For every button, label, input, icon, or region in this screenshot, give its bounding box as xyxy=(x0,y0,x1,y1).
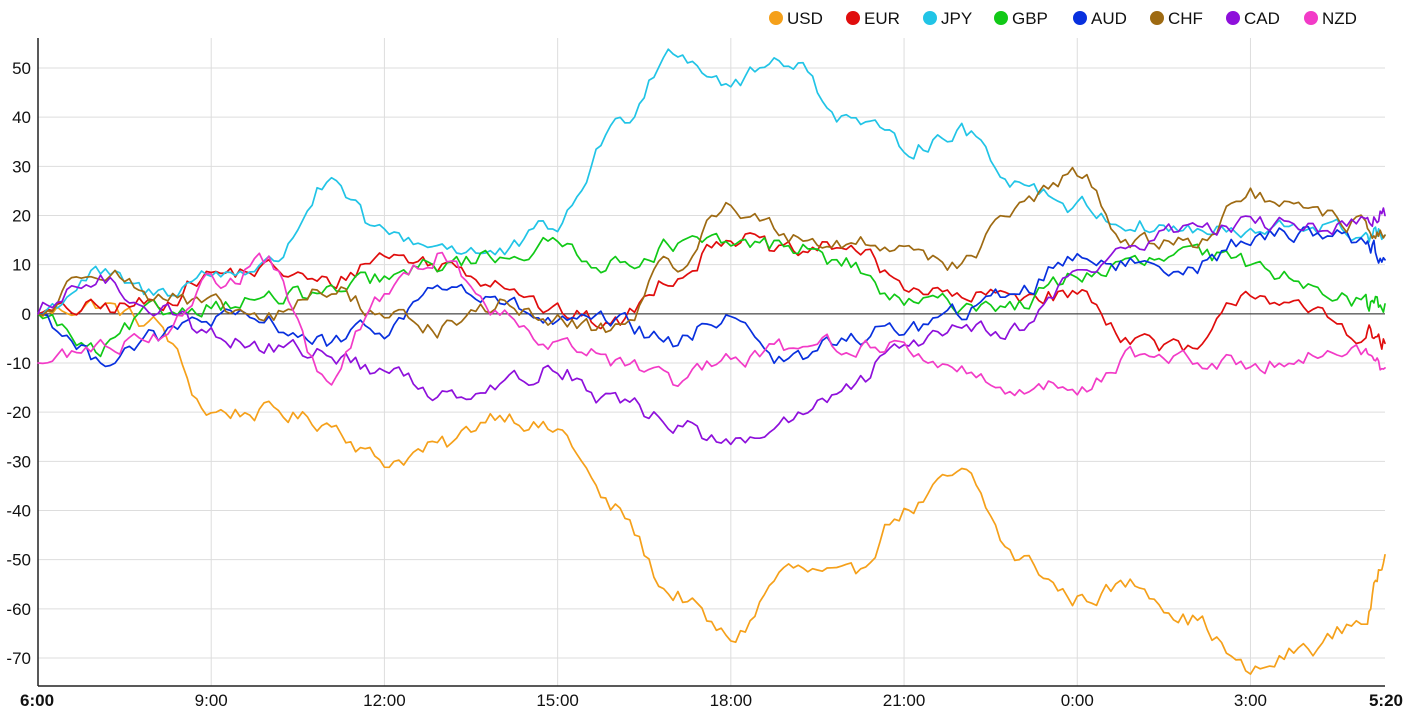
series-line-chf xyxy=(37,166,1386,339)
legend-marker xyxy=(994,11,1008,25)
x-tick-label: 12:00 xyxy=(363,691,406,710)
series-line-gbp xyxy=(37,232,1386,358)
series-line-usd xyxy=(37,298,1386,675)
y-tick-label: 30 xyxy=(12,157,31,176)
legend-label: GBP xyxy=(1012,9,1048,28)
legend-marker xyxy=(1304,11,1318,25)
legend-label: JPY xyxy=(941,9,972,28)
y-tick-label: 40 xyxy=(12,108,31,127)
legend-marker xyxy=(1150,11,1164,25)
x-tick-label: 0:00 xyxy=(1061,691,1094,710)
legend-marker xyxy=(1226,11,1240,25)
y-tick-label: 20 xyxy=(12,207,31,226)
y-tick-label: -20 xyxy=(6,403,31,422)
legend-marker xyxy=(769,11,783,25)
x-tick-label: 9:00 xyxy=(195,691,228,710)
y-tick-label: -70 xyxy=(6,649,31,668)
legend-item-usd[interactable]: USD xyxy=(769,9,823,28)
legend-label: CHF xyxy=(1168,9,1203,28)
legend-marker xyxy=(846,11,860,25)
series-layer xyxy=(37,48,1386,675)
legend-item-chf[interactable]: CHF xyxy=(1150,9,1203,28)
series-line-cad xyxy=(37,207,1386,446)
legend-item-gbp[interactable]: GBP xyxy=(994,9,1048,28)
y-tick-label: -40 xyxy=(6,502,31,521)
x-tick-label: 6:00 xyxy=(20,691,54,710)
x-tick-label: 15:00 xyxy=(536,691,579,710)
grid-layer xyxy=(38,38,1385,686)
y-tick-label: 0 xyxy=(22,305,31,324)
y-tick-label: 10 xyxy=(12,256,31,275)
legend-item-eur[interactable]: EUR xyxy=(846,9,900,28)
legend-label: USD xyxy=(787,9,823,28)
x-tick-label: 18:00 xyxy=(710,691,753,710)
legend-item-aud[interactable]: AUD xyxy=(1073,9,1127,28)
legend-item-jpy[interactable]: JPY xyxy=(923,9,972,28)
y-tick-label: -30 xyxy=(6,452,31,471)
legend-item-nzd[interactable]: NZD xyxy=(1304,9,1357,28)
legend-item-cad[interactable]: CAD xyxy=(1226,9,1280,28)
legend-label: AUD xyxy=(1091,9,1127,28)
legend-marker xyxy=(1073,11,1087,25)
series-line-eur xyxy=(37,232,1386,352)
y-tick-label: -50 xyxy=(6,551,31,570)
series-line-nzd xyxy=(37,251,1386,397)
legend-marker xyxy=(923,11,937,25)
legend-label: NZD xyxy=(1322,9,1357,28)
y-tick-label: -10 xyxy=(6,354,31,373)
legend-label: EUR xyxy=(864,9,900,28)
y-tick-label: 50 xyxy=(12,59,31,78)
legend-label: CAD xyxy=(1244,9,1280,28)
series-line-aud xyxy=(37,225,1386,368)
y-tick-label: -60 xyxy=(6,600,31,619)
x-tick-label: 21:00 xyxy=(883,691,926,710)
x-tick-label: 3:00 xyxy=(1234,691,1267,710)
x-tick-label: 5:20 xyxy=(1369,691,1403,710)
legend: USD EUR JPY GBP AUD CHF CAD NZD xyxy=(769,9,1357,28)
axis-layer: 50 40 30 20 10 0 -10 -20 -30 -40 -50 -60 -70 6:00 9:00… xyxy=(6,38,1403,710)
